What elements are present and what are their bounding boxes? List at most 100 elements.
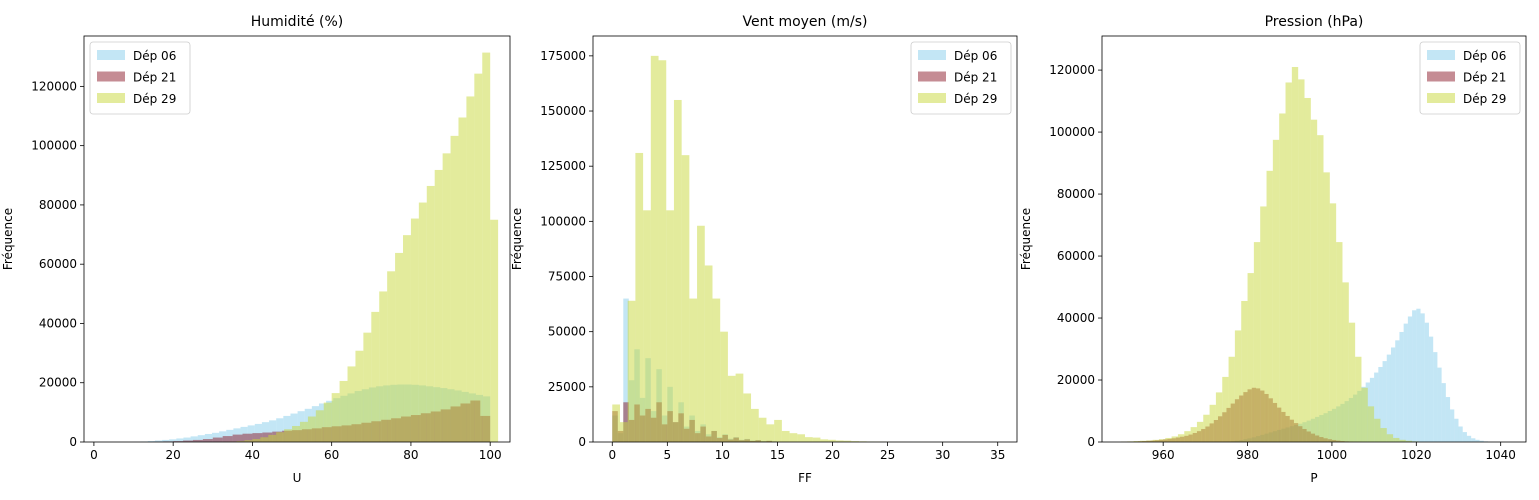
bar-dp-29 [666, 210, 674, 442]
bar-dp-29 [1133, 441, 1140, 442]
bar-dp-29 [1336, 242, 1343, 442]
x-tick-label: 5 [664, 448, 672, 462]
legend-swatch [97, 71, 125, 82]
bar-dp-29 [379, 291, 388, 442]
bar-dp-29 [843, 440, 852, 442]
bar-dp-21 [242, 433, 253, 442]
bar-dp-29 [1298, 79, 1305, 442]
bar-dp-21 [202, 439, 213, 442]
bar-dp-29 [712, 298, 721, 442]
bar-dp-29 [627, 300, 636, 442]
bar-dp-29 [426, 185, 435, 442]
bar-dp-06 [1378, 366, 1383, 442]
y-tick-label: 40000 [39, 316, 77, 330]
axes-frame [83, 35, 511, 443]
bars-pressure [1120, 66, 1489, 442]
histogram-pressure: 960 980 1000 1020 1040 0 20000 40000 60000 80000… [1019, 14, 1527, 485]
bar-dp-29 [1323, 172, 1330, 442]
bar-dp-29 [1190, 427, 1197, 442]
bar-dp-29 [474, 73, 483, 442]
legend-label: Dép 21 [954, 71, 997, 85]
bar-dp-29 [851, 441, 859, 442]
bar-dp-29 [387, 271, 396, 442]
x-ticks: 0 20 40 60 80 100 [90, 442, 502, 462]
y-axis-label: Fréquence [1019, 208, 1033, 270]
bar-dp-06 [204, 433, 212, 442]
bar-dp-29 [1285, 82, 1292, 442]
bar-dp-06 [283, 415, 291, 442]
y-tick-label: 120000 [31, 79, 77, 93]
bar-dp-29 [673, 99, 682, 442]
axes-frame [1101, 35, 1527, 443]
y-ticks: 0 20000 40000 60000 80000 100000 120000 [31, 79, 84, 449]
x-tick-label: 100 [479, 448, 502, 462]
bar-dp-29 [1310, 119, 1318, 442]
bar-dp-29 [1329, 203, 1337, 442]
bar-dp-29 [236, 441, 245, 442]
legend-label: Dép 06 [1463, 49, 1506, 63]
legend-swatch [918, 71, 946, 82]
bar-dp-06 [226, 429, 234, 442]
bar-dp-06 [1382, 361, 1387, 442]
bar-dp-06 [1441, 383, 1446, 442]
bar-dp-29 [1215, 392, 1223, 442]
bar-dp-06 [1386, 354, 1391, 442]
legend-label: Dép 21 [133, 71, 176, 85]
chart-title: Pression (hPa) [1265, 14, 1364, 30]
bar-dp-06 [183, 437, 191, 442]
chart-title: Vent moyen (m/s) [743, 14, 868, 30]
bar-dp-29 [1152, 439, 1159, 442]
bar-dp-29 [276, 432, 285, 442]
bar-dp-21 [192, 439, 203, 442]
bar-dp-29 [1380, 428, 1387, 442]
bar-dp-06 [190, 436, 198, 442]
bar-dp-29 [1209, 404, 1216, 442]
y-tick-label: 175000 [540, 49, 586, 63]
bar-dp-29 [612, 404, 620, 442]
bar-dp-29 [371, 311, 380, 442]
bar-dp-29 [339, 380, 348, 442]
y-tick-label: 50000 [548, 325, 586, 339]
bar-dp-06 [1399, 331, 1404, 442]
bar-dp-29 [1348, 322, 1356, 442]
bar-dp-29 [1291, 66, 1299, 442]
bar-dp-29 [458, 117, 467, 442]
bar-dp-29 [720, 331, 728, 442]
y-tick-label: 60000 [1057, 249, 1095, 263]
bar-dp-29 [1405, 440, 1413, 442]
bar-dp-29 [820, 439, 829, 442]
bar-dp-29 [789, 433, 798, 442]
bar-dp-06 [154, 440, 163, 442]
bar-dp-06 [162, 439, 170, 442]
y-tick-label: 120000 [1049, 63, 1095, 77]
y-tick-label: 0 [578, 435, 586, 449]
bar-dp-29 [260, 437, 269, 442]
bar-dp-29 [1304, 97, 1311, 442]
bar-dp-21 [252, 433, 263, 442]
bar-dp-06 [1420, 313, 1425, 442]
bar-dp-29 [252, 439, 261, 442]
bar-dp-06 [269, 420, 277, 442]
x-tick-label: 960 [1152, 448, 1175, 462]
x-tick-label: 30 [935, 448, 950, 462]
y-axis-label: Fréquence [1, 208, 15, 270]
bar-dp-29 [1247, 273, 1254, 442]
bar-dp-29 [1139, 440, 1147, 442]
bar-dp-29 [1165, 437, 1172, 442]
y-tick-label: 20000 [39, 376, 77, 390]
bar-dp-06 [169, 439, 177, 442]
bar-dp-29 [299, 421, 308, 442]
bar-dp-29 [395, 252, 404, 442]
bar-dp-29 [434, 169, 443, 442]
bar-dp-29 [727, 375, 736, 442]
bar-dp-29 [812, 437, 821, 442]
legend-swatch [918, 93, 946, 103]
bar-dp-06 [261, 422, 270, 442]
y-tick-label: 60000 [39, 257, 77, 271]
bar-dp-29 [307, 416, 316, 442]
x-tick-label: 0 [90, 448, 98, 462]
bar-dp-29 [244, 440, 253, 442]
y-tick-label: 100000 [1049, 125, 1095, 139]
x-tick-label: 1040 [1485, 448, 1516, 462]
legend-label: Dép 06 [954, 49, 997, 63]
